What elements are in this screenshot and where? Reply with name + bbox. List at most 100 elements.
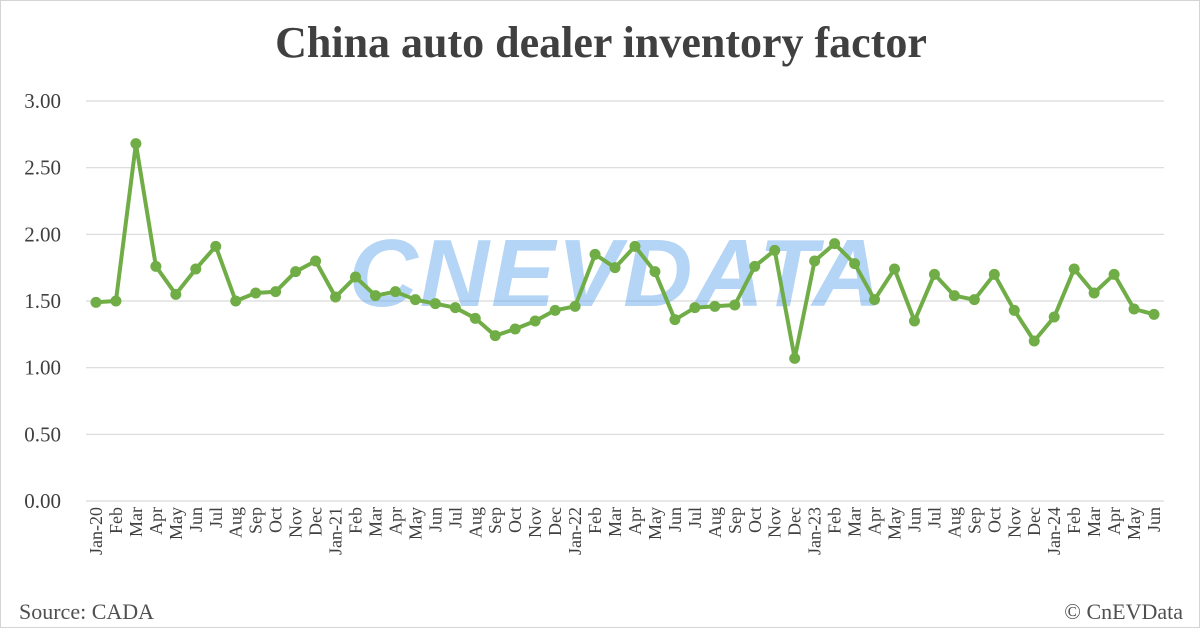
- data-point: [649, 266, 661, 278]
- data-point: [150, 260, 162, 272]
- data-point: [469, 312, 481, 324]
- watermark-logo: CNEVDATA: [348, 220, 883, 327]
- data-point: [1068, 263, 1080, 275]
- data-point: [230, 295, 242, 307]
- data-point: [749, 260, 761, 272]
- x-tick-label: Sep: [485, 507, 505, 534]
- data-point: [689, 302, 701, 314]
- data-point: [609, 262, 621, 274]
- data-point: [190, 263, 202, 275]
- data-point: [170, 288, 182, 300]
- x-tick-label: Aug: [226, 507, 246, 538]
- data-point: [549, 304, 561, 316]
- x-tick-label: Feb: [346, 507, 366, 534]
- data-point: [90, 296, 102, 308]
- data-point: [789, 352, 801, 364]
- x-tick-label: Apr: [865, 507, 885, 535]
- x-tick-label: Apr: [146, 507, 166, 535]
- x-tick-label: Nov: [286, 507, 306, 538]
- x-tick-label: Dec: [785, 507, 805, 536]
- x-tick-label: Mar: [605, 507, 625, 537]
- y-tick-label: 3.00: [24, 89, 61, 113]
- x-tick-label: Feb: [1064, 507, 1084, 534]
- data-point: [210, 240, 222, 252]
- x-tick-label: Jun: [425, 507, 445, 532]
- data-point: [669, 314, 681, 326]
- data-point: [569, 300, 581, 312]
- data-point: [1008, 304, 1020, 316]
- data-point: [1028, 335, 1040, 347]
- x-tick-label: May: [645, 507, 665, 540]
- x-tick-label: Dec: [545, 507, 565, 536]
- x-tick-label: Feb: [106, 507, 126, 534]
- data-point: [1148, 308, 1160, 320]
- data-point: [849, 258, 861, 270]
- data-point: [330, 291, 342, 303]
- x-tick-label: Aug: [705, 507, 725, 538]
- data-point: [369, 290, 381, 302]
- x-tick-label: Jun: [665, 507, 685, 532]
- x-tick-label: May: [405, 507, 425, 540]
- data-point: [1128, 303, 1140, 315]
- x-tick-label: May: [1124, 507, 1144, 540]
- data-point: [250, 287, 262, 299]
- x-tick-label: Mar: [126, 507, 146, 537]
- x-tick-label: Jan-20: [86, 507, 106, 555]
- data-point: [629, 240, 641, 252]
- x-axis-ticks: Jan-20 Feb Mar Apr May Jun Jul Aug Sep Oct Nov Dec J…: [86, 507, 1164, 555]
- x-tick-label: Oct: [266, 507, 286, 533]
- data-point: [350, 271, 361, 283]
- data-point: [130, 138, 142, 150]
- x-tick-label: Mar: [1084, 507, 1104, 537]
- data-point: [1108, 268, 1120, 280]
- y-tick-label: 2.00: [24, 222, 61, 246]
- data-point: [928, 268, 940, 280]
- data-point: [809, 255, 821, 267]
- data-point: [1048, 311, 1060, 323]
- x-tick-label: Jan-22: [565, 507, 585, 555]
- x-tick-label: May: [166, 507, 186, 540]
- data-point: [908, 315, 920, 327]
- x-tick-label: Oct: [745, 507, 765, 533]
- data-point: [409, 294, 421, 306]
- x-tick-label: Jun: [1144, 507, 1164, 532]
- data-point: [310, 255, 322, 267]
- data-point: [889, 263, 900, 275]
- data-point: [709, 300, 721, 312]
- x-tick-label: Feb: [585, 507, 605, 534]
- x-tick-label: Jul: [206, 507, 226, 528]
- x-tick-label: Jul: [685, 507, 705, 528]
- y-axis-ticks: 0.00 0.50 1.00 1.50 2.00 2.50 3.00: [24, 89, 61, 513]
- x-tick-label: Dec: [1024, 507, 1044, 536]
- data-point: [988, 268, 1000, 280]
- data-point: [829, 238, 841, 250]
- x-tick-label: Sep: [964, 507, 984, 534]
- x-tick-label: Mar: [845, 507, 865, 537]
- y-tick-label: 0.00: [24, 489, 61, 513]
- data-point: [429, 298, 441, 310]
- x-tick-label: Aug: [465, 507, 485, 538]
- series-layer: [90, 138, 1160, 364]
- data-point: [489, 330, 501, 342]
- data-point: [389, 286, 401, 298]
- x-tick-label: Nov: [1004, 507, 1024, 538]
- x-tick-label: Jun: [904, 507, 924, 532]
- x-tick-label: Mar: [365, 507, 385, 537]
- source-note: Source: CADA: [19, 599, 154, 624]
- x-tick-label: Oct: [984, 507, 1004, 533]
- y-tick-label: 2.50: [24, 156, 61, 180]
- x-tick-label: Apr: [385, 507, 405, 535]
- gridlines: [86, 100, 1164, 502]
- chart-title: China auto dealer inventory factor: [275, 18, 927, 67]
- copyright-note: © CnEVData: [1064, 599, 1183, 624]
- x-tick-label: Dec: [306, 507, 326, 536]
- x-tick-label: Nov: [765, 507, 785, 538]
- x-tick-label: Apr: [1104, 507, 1124, 535]
- x-tick-label: Feb: [825, 507, 845, 534]
- x-tick-label: Jun: [186, 507, 206, 532]
- x-tick-label: Aug: [944, 507, 964, 538]
- data-point: [449, 302, 461, 314]
- y-tick-label: 0.50: [24, 422, 61, 446]
